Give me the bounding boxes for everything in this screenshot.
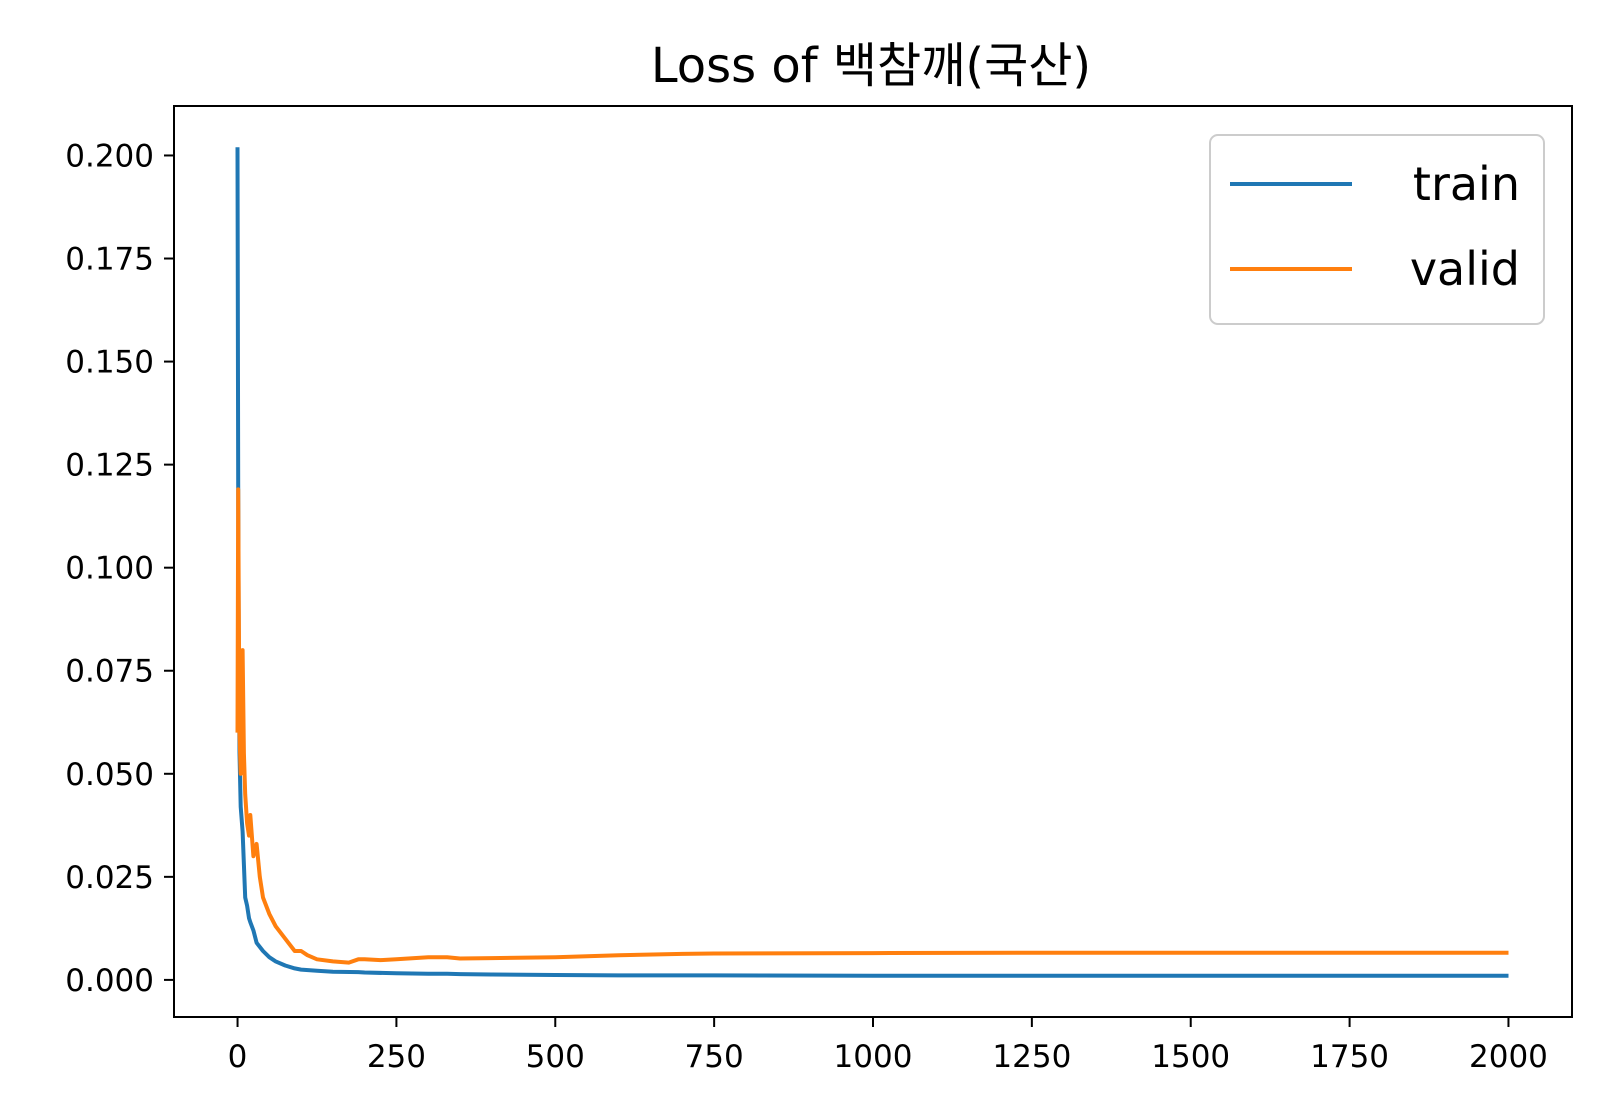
legend: train valid <box>1209 134 1545 325</box>
x-tick-label: 750 <box>685 1039 744 1075</box>
x-axis: 0 250 500 750 1000 1250 1500 1750 2000 <box>228 1017 1548 1075</box>
x-tick-label: 1750 <box>1310 1039 1389 1075</box>
series-line-valid <box>235 487 1509 965</box>
x-tick-label: 1250 <box>992 1039 1071 1075</box>
chart-title: Loss of 백참깨(국산) <box>651 38 1091 94</box>
y-tick-label: 0.150 <box>65 345 154 381</box>
y-tick-label: 0.175 <box>65 242 154 278</box>
x-tick-label: 250 <box>367 1039 426 1075</box>
y-tick-label: 0.025 <box>65 860 154 896</box>
x-tick-label: 1500 <box>1151 1039 1230 1075</box>
plot-frame <box>173 105 1573 1018</box>
y-tick-label: 0.000 <box>65 963 154 999</box>
x-tick-label: 500 <box>526 1039 585 1075</box>
legend-label-train: train <box>1413 157 1520 211</box>
y-tick-label: 0.200 <box>65 138 154 174</box>
y-tick-label: 0.075 <box>65 654 154 690</box>
x-tick-label: 1000 <box>834 1039 913 1075</box>
legend-label-valid: valid <box>1410 242 1520 296</box>
x-tick-label: 0 <box>228 1039 248 1075</box>
plot-area <box>235 147 1509 978</box>
y-tick-label: 0.050 <box>65 757 154 793</box>
y-tick-label: 0.100 <box>65 551 154 587</box>
y-tick-label: 0.125 <box>65 448 154 484</box>
x-tick-label: 2000 <box>1469 1039 1548 1075</box>
series-line-train <box>235 147 1509 978</box>
y-axis: 0.000 0.025 0.050 0.075 0.100 0.125 0.150 0.175… <box>65 138 174 999</box>
